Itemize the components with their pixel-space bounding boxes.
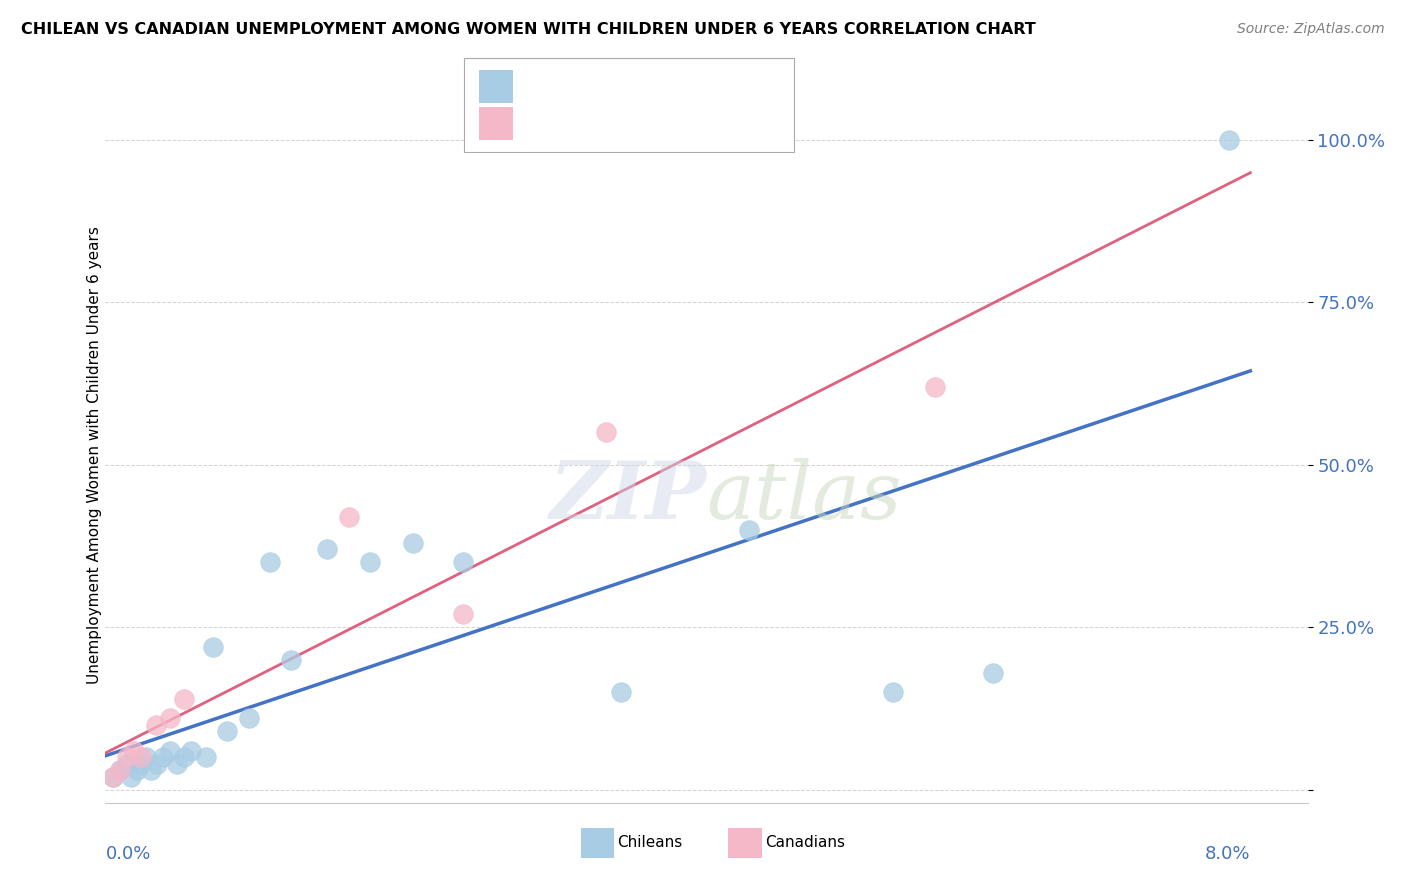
Point [166,756,188,771]
Point [1218,132,1240,146]
Point [238,711,260,725]
Point [120,770,142,784]
Point [115,750,138,764]
Point [609,685,631,699]
Text: Canadians: Canadians [765,836,845,850]
Text: atlas: atlas [707,458,901,535]
Point [451,555,474,569]
Point [101,770,124,784]
Point [402,535,425,549]
Point [259,555,281,569]
Point [359,555,381,569]
Point [108,764,131,778]
Text: Chileans: Chileans [617,836,682,850]
Text: R = 0.674: R = 0.674 [516,78,599,97]
Text: 8.0%: 8.0% [1205,845,1250,863]
Point [595,425,617,439]
Point [108,764,131,778]
Point [451,607,474,622]
Point [129,750,152,764]
Text: Source: ZipAtlas.com: Source: ZipAtlas.com [1237,22,1385,37]
Point [159,711,181,725]
Text: 0.0%: 0.0% [105,845,150,863]
Y-axis label: Unemployment Among Women with Children Under 6 years: Unemployment Among Women with Children U… [87,226,101,684]
Text: CHILEAN VS CANADIAN UNEMPLOYMENT AMONG WOMEN WITH CHILDREN UNDER 6 YEARS CORRELA: CHILEAN VS CANADIAN UNEMPLOYMENT AMONG W… [21,22,1036,37]
Point [101,770,124,784]
Point [135,750,157,764]
Point [280,653,302,667]
Point [173,750,195,764]
Point [882,685,904,699]
Point [122,744,145,758]
Text: N = 29: N = 29 [640,78,702,97]
Point [141,764,163,778]
Point [738,523,761,537]
Text: N = 12: N = 12 [640,115,702,133]
Point [146,756,169,771]
Point [316,542,339,557]
Point [217,724,239,739]
Point [337,509,360,524]
Point [145,718,167,732]
Point [159,744,181,758]
Point [152,750,174,764]
Point [125,764,148,778]
Point [201,640,224,654]
Point [924,379,946,393]
Point [194,750,217,764]
Point [115,756,138,771]
Point [180,744,202,758]
Text: ZIP: ZIP [550,458,707,535]
Point [173,691,195,706]
Text: R = 0.881: R = 0.881 [516,115,599,133]
Point [981,665,1004,680]
Point [129,756,152,771]
